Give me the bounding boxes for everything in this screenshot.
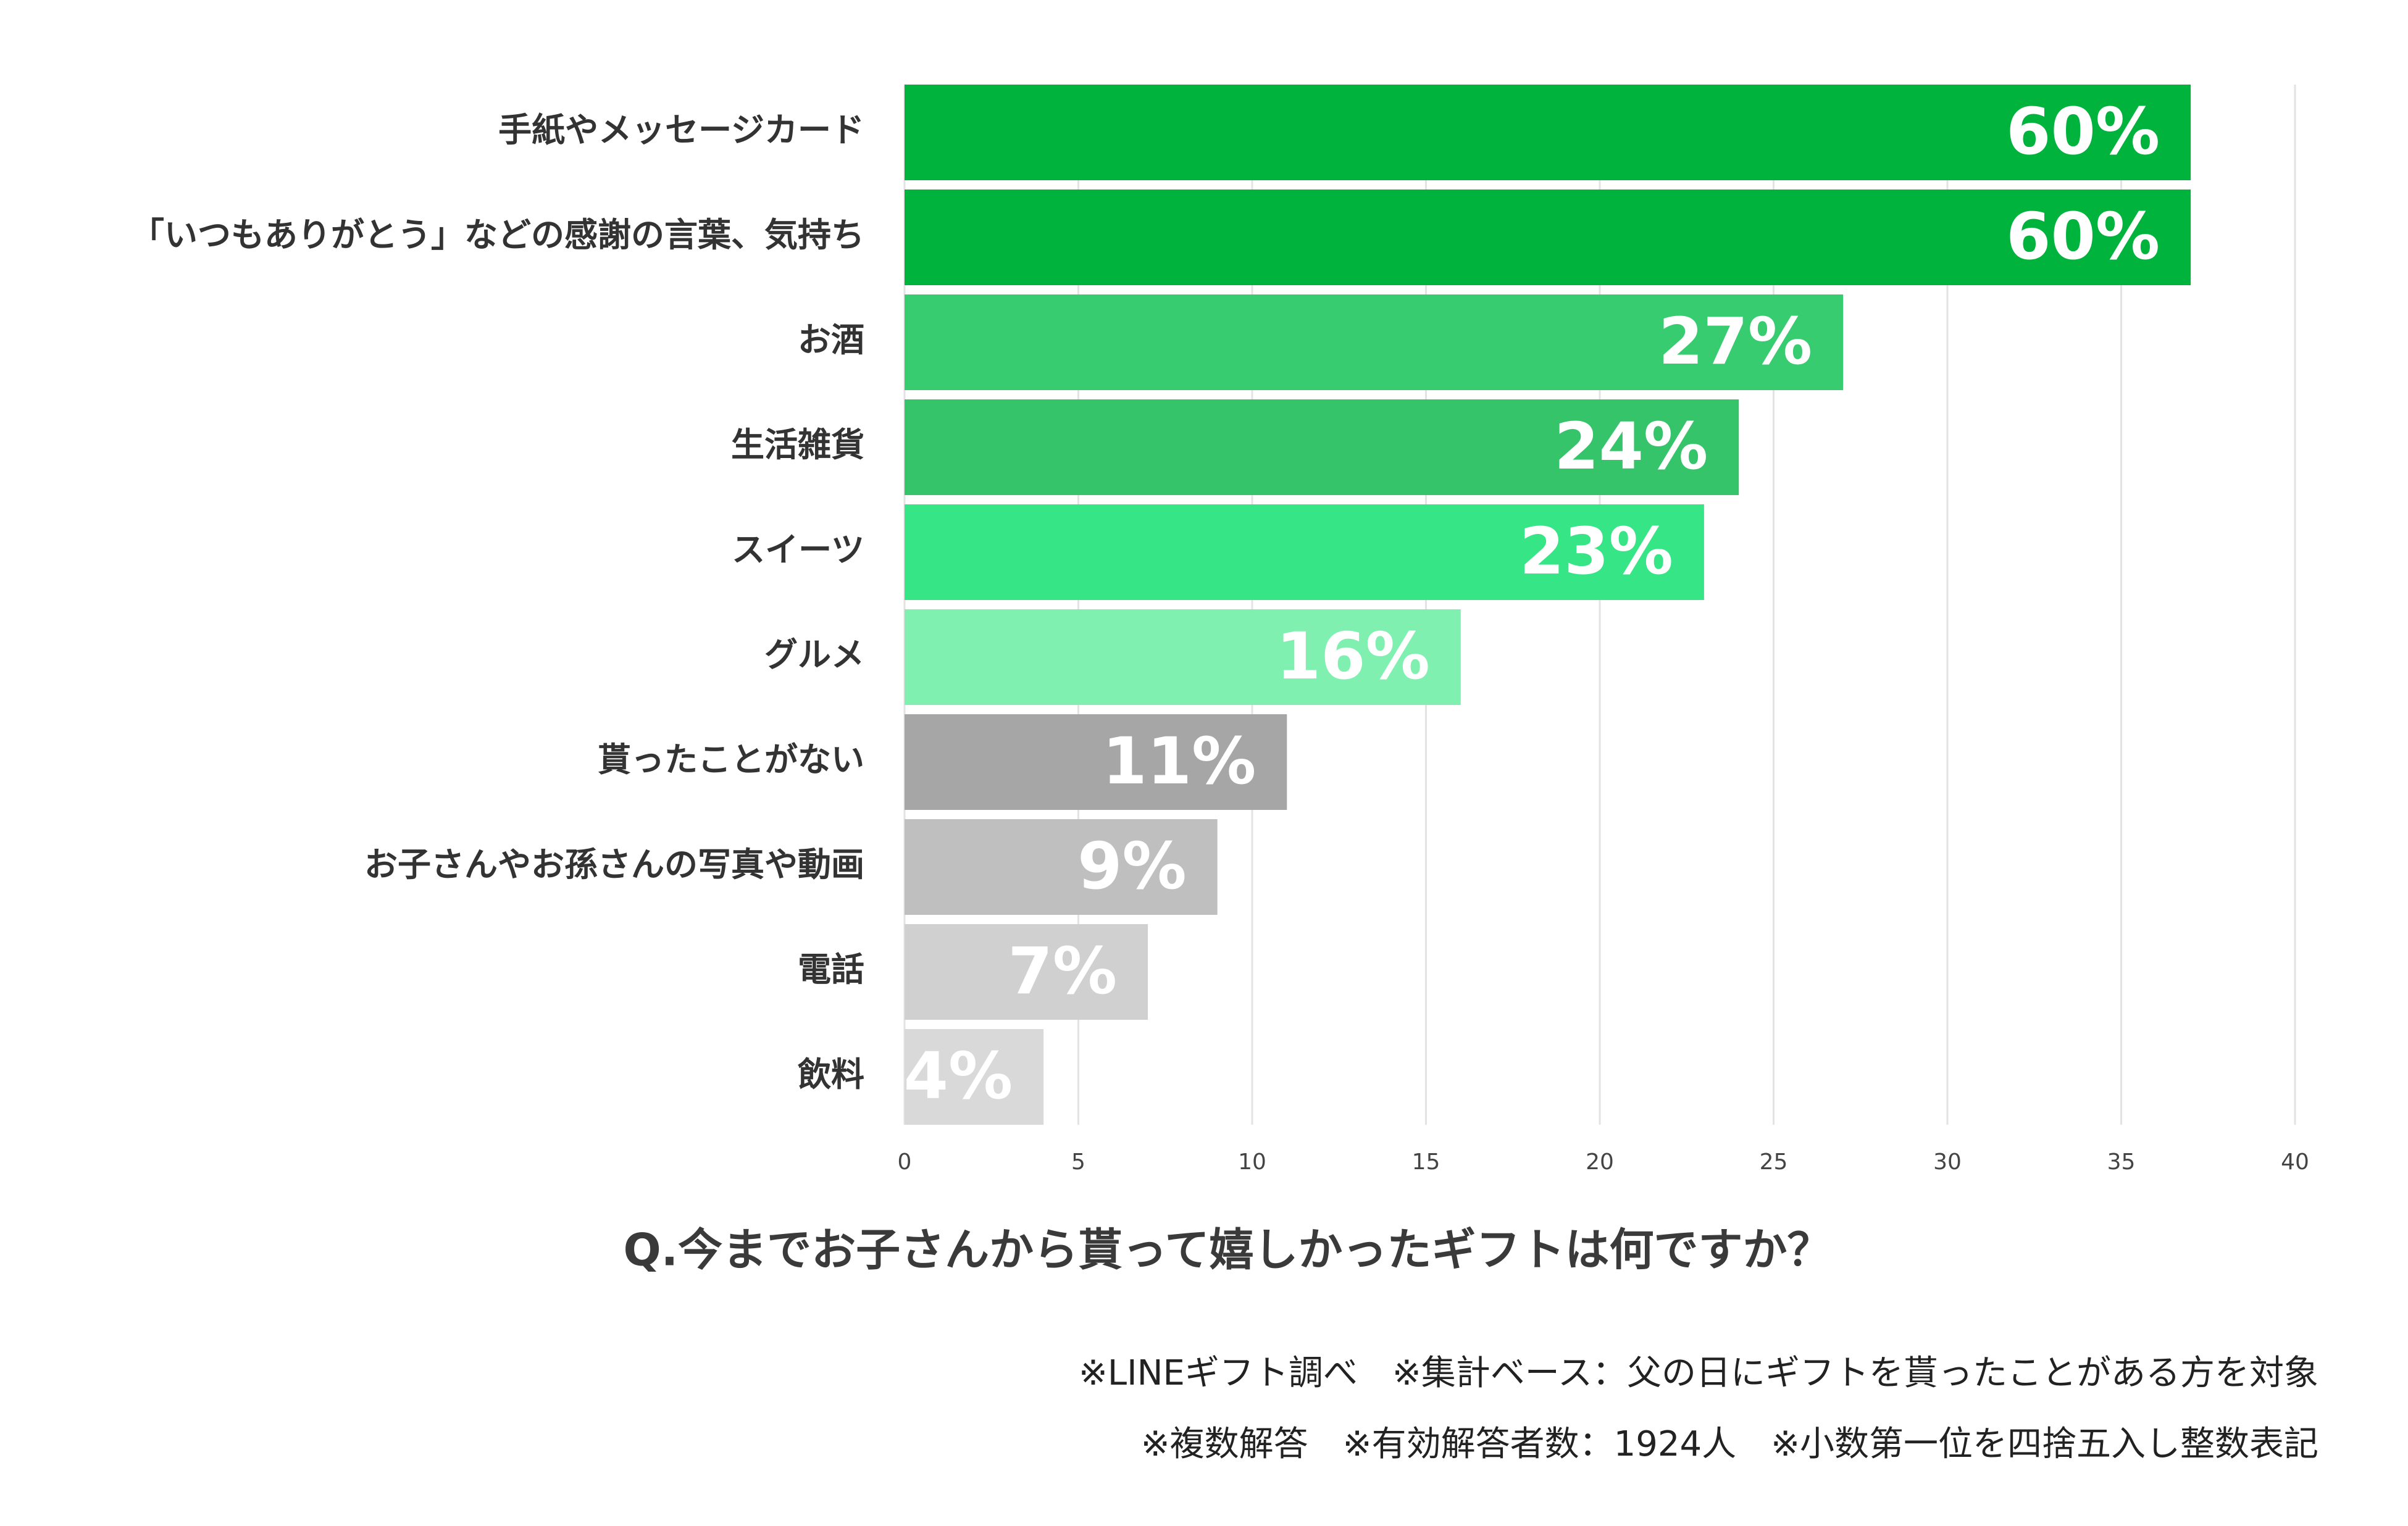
x-tick-label: 10 (1238, 1149, 1266, 1175)
y-tick-label: 手紙やメッセージカード (498, 110, 864, 149)
x-tick-label: 40 (2281, 1149, 2309, 1175)
x-tick-label: 0 (898, 1149, 912, 1175)
x-tick-label: 20 (1586, 1149, 1614, 1175)
bar (905, 609, 1461, 705)
value-label: 24% (1554, 409, 1708, 484)
bar (905, 819, 1218, 915)
bar (905, 294, 1844, 390)
value-label: 23% (1520, 514, 1673, 589)
bar (905, 924, 1148, 1020)
x-tick-label: 30 (1933, 1149, 1962, 1175)
footnote: ※LINEギフト調べ ※集計ベース：父の日にギフトを貰ったことがある方を対象 (1079, 1353, 2318, 1393)
y-tick-label: 「いつもありがとう」などの感謝の言葉、気持ち (131, 215, 864, 254)
bar (905, 504, 1704, 600)
value-label: 9% (1077, 828, 1187, 904)
y-tick-label: お酒 (798, 320, 864, 359)
value-label: 11% (1102, 723, 1256, 799)
value-label: 60% (2006, 199, 2160, 274)
y-tick-label: グルメ (764, 635, 864, 674)
y-tick-label: 飲料 (798, 1055, 864, 1094)
y-tick-label: スイーツ (732, 530, 864, 569)
y-tick-label: お子さんやお孫さんの写真や動画 (364, 845, 864, 884)
value-label: 4% (904, 1038, 1013, 1114)
bar (905, 1029, 1044, 1125)
x-tick-label: 5 (1071, 1149, 1085, 1175)
value-label: 16% (1276, 619, 1430, 694)
y-tick-label: 貰ったことがない (598, 740, 864, 779)
x-tick-label: 15 (1412, 1149, 1440, 1175)
bar (905, 85, 2191, 180)
footnote: ※複数解答 ※有効解答者数：1924人 ※小数第一位を四捨五入し整数表記 (1141, 1424, 2318, 1464)
x-tick-label: 35 (2107, 1149, 2136, 1175)
x-axis-title: Q.今までお子さんから貰って嬉しかったギフトは何ですか？ (624, 1224, 1832, 1276)
bar (905, 190, 2191, 285)
y-tick-label: 生活雑貨 (731, 425, 864, 464)
bar (905, 714, 1287, 810)
x-tick-label: 25 (1760, 1149, 1788, 1175)
value-label: 7% (1008, 933, 1118, 1009)
value-label: 60% (2006, 94, 2160, 169)
y-tick-label: 電話 (798, 950, 864, 989)
value-label: 27% (1658, 304, 1812, 379)
bar (905, 399, 1739, 495)
